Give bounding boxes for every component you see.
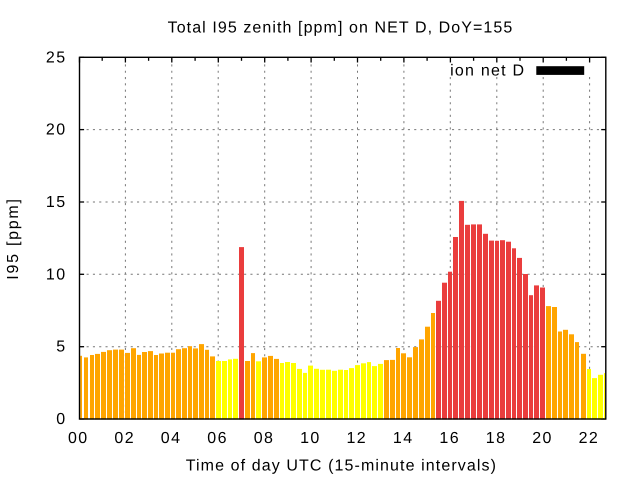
svg-text:08: 08 bbox=[254, 430, 275, 447]
svg-text:16: 16 bbox=[439, 430, 460, 447]
svg-text:20: 20 bbox=[46, 122, 67, 139]
svg-text:12: 12 bbox=[346, 430, 367, 447]
svg-text:25: 25 bbox=[46, 49, 67, 66]
svg-text:06: 06 bbox=[207, 430, 228, 447]
svg-text:20: 20 bbox=[532, 430, 553, 447]
svg-text:10: 10 bbox=[300, 430, 321, 447]
svg-text:Time of day UTC (15-minute int: Time of day UTC (15-minute intervals) bbox=[186, 457, 497, 474]
svg-text:00: 00 bbox=[68, 430, 89, 447]
svg-text:14: 14 bbox=[393, 430, 414, 447]
svg-text:ion net D: ion net D bbox=[450, 63, 525, 80]
svg-text:10: 10 bbox=[46, 266, 67, 283]
svg-text:Total I95 zenith [ppm] on NET: Total I95 zenith [ppm] on NET D, DoY=155 bbox=[168, 19, 514, 36]
svg-text:18: 18 bbox=[486, 430, 507, 447]
svg-text:0: 0 bbox=[56, 411, 66, 428]
svg-text:5: 5 bbox=[56, 339, 66, 356]
svg-text:02: 02 bbox=[114, 430, 135, 447]
svg-text:I95 [ppm]: I95 [ppm] bbox=[5, 197, 22, 279]
svg-text:22: 22 bbox=[579, 430, 600, 447]
svg-text:15: 15 bbox=[46, 194, 67, 211]
svg-text:04: 04 bbox=[161, 430, 182, 447]
